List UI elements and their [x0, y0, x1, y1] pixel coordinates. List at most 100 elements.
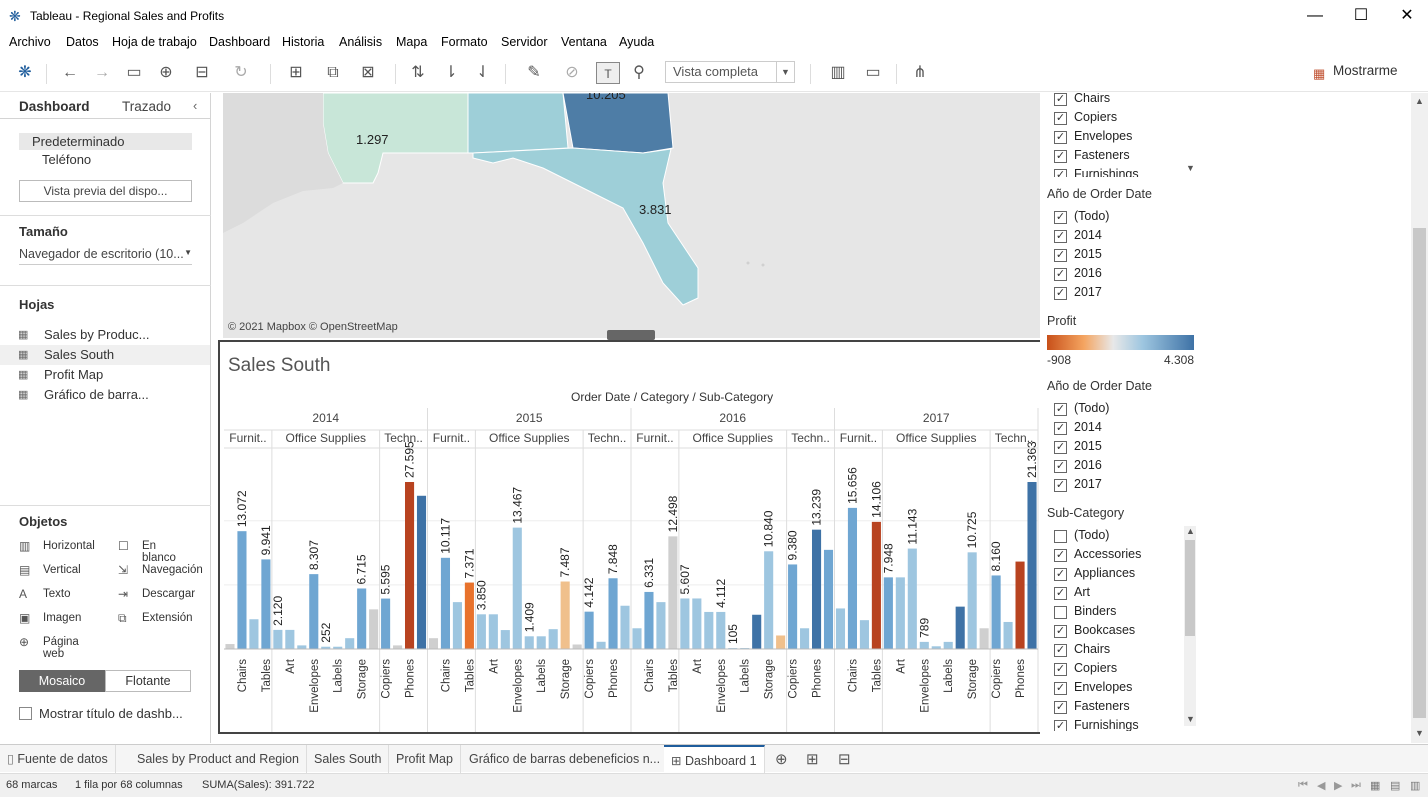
list-view-icon[interactable]: ▤ [1390, 780, 1401, 792]
filter-checkbox[interactable]: ✓ [1054, 287, 1067, 300]
filter-checkbox[interactable]: ✓ [1054, 422, 1067, 435]
floating-button[interactable]: Flotante [105, 670, 191, 692]
presentation-icon[interactable]: ▭ [865, 64, 881, 81]
undo-icon[interactable]: ← [62, 64, 78, 81]
menu-analisis[interactable]: Análisis [339, 35, 383, 49]
filter-checkbox[interactable]: ✓ [1054, 268, 1067, 281]
filmstrip-view-icon[interactable]: ▥ [1410, 780, 1421, 792]
filter-checkbox[interactable] [1054, 606, 1067, 619]
filter-checkbox[interactable]: ✓ [1054, 249, 1067, 262]
profit-map[interactable]: 1.297 3.831 10.205 © 2021 Mapbox © OpenS… [223, 93, 1049, 338]
filter-checkbox[interactable]: ✓ [1054, 587, 1067, 600]
menu-datos[interactable]: Datos [66, 35, 99, 49]
new-sheet-icon[interactable]: ⊞ [289, 64, 303, 81]
maximize-button[interactable]: ☐ [1353, 7, 1369, 24]
filter-checkbox[interactable]: ✓ [1054, 568, 1067, 581]
duplicate-icon[interactable]: ⧉ [327, 64, 339, 81]
new-dashboard-icon[interactable]: ⊞ [806, 751, 819, 768]
scroll-down-icon[interactable]: ▼ [1186, 163, 1195, 173]
sheet-item[interactable]: ▦ Profit Map [0, 365, 210, 385]
scroll-up-icon[interactable]: ▲ [1186, 526, 1195, 536]
menu-servidor[interactable]: Servidor [501, 35, 548, 49]
save-icon[interactable]: ▭ [126, 64, 142, 81]
tiled-button[interactable]: Mosaico [19, 670, 105, 692]
tab-sheet[interactable]: Profit Map [389, 745, 461, 773]
subcategory-scrollbar[interactable]: ▲ ▼ [1184, 526, 1196, 726]
new-datasource-icon[interactable]: ⊕ [159, 64, 173, 81]
filter-checkbox[interactable] [1054, 530, 1067, 543]
filter-checkbox[interactable]: ✓ [1054, 150, 1067, 163]
redo-icon[interactable]: → [94, 64, 110, 81]
tableau-home-icon[interactable]: ❋ [18, 64, 32, 81]
filter-checkbox[interactable]: ✓ [1054, 211, 1067, 224]
new-worksheet-icon[interactable]: ⊕ [775, 751, 788, 768]
menu-hoja[interactable]: Hoja de trabajo [112, 35, 197, 49]
filter-checkbox[interactable]: ✓ [1054, 93, 1067, 106]
scrollbar-thumb[interactable] [1413, 228, 1426, 718]
sales-south-chart[interactable]: Sales South Order Date / Category / Sub-… [218, 340, 1045, 734]
swap-icon[interactable]: ⇅ [411, 64, 425, 81]
show-title-checkbox[interactable] [19, 707, 32, 720]
tab-layout[interactable]: Trazado [122, 99, 172, 114]
sort-asc-icon[interactable]: ⇂ [444, 64, 458, 81]
first-page-icon[interactable]: ⏮ [1298, 779, 1308, 791]
menu-archivo[interactable]: Archivo [9, 35, 51, 49]
labels-icon[interactable]: T [596, 62, 620, 84]
sheet-item[interactable]: ▦ Sales by Produc... [0, 325, 210, 345]
filter-checkbox[interactable]: ✓ [1054, 625, 1067, 638]
pin-icon[interactable]: ⚲ [633, 64, 645, 81]
filter-checkbox[interactable]: ✓ [1054, 701, 1067, 714]
filter-checkbox[interactable]: ✓ [1054, 663, 1067, 676]
group-icon[interactable]: ⊘ [565, 64, 579, 81]
tab-dashboard[interactable]: Dashboard [19, 99, 90, 114]
sheet-item[interactable]: ▦ Sales South [0, 345, 210, 365]
menu-ventana[interactable]: Ventana [561, 35, 607, 49]
device-default[interactable] [19, 133, 192, 150]
show-cards-icon[interactable]: ▥ [830, 64, 846, 81]
tab-dashboard-active[interactable]: ⊞ Dashboard 1 [664, 745, 765, 773]
last-page-icon[interactable]: ⏭ [1351, 779, 1361, 791]
menu-dashboard[interactable]: Dashboard [209, 35, 271, 49]
close-window-button[interactable]: ✕ [1400, 7, 1414, 24]
device-preview-button[interactable]: Vista previa del dispo... [19, 180, 192, 202]
show-me-button[interactable]: Mostrarme [1333, 63, 1398, 78]
menu-formato[interactable]: Formato [441, 35, 488, 49]
view-select[interactable]: Vista completa ▼ [665, 61, 795, 83]
clear-sheet-icon[interactable]: ⊠ [361, 64, 375, 81]
filter-checkbox[interactable]: ✓ [1054, 644, 1067, 657]
prev-page-icon[interactable]: ◀ [1317, 780, 1326, 792]
next-page-icon[interactable]: ▶ [1334, 780, 1343, 792]
filter-checkbox[interactable]: ✓ [1054, 112, 1067, 125]
page-scrollbar[interactable]: ▲ ▼ [1411, 93, 1428, 743]
tab-sheet[interactable]: Gráfico de barras debeneficios n... [462, 745, 669, 773]
filter-checkbox[interactable]: ✓ [1054, 720, 1067, 731]
menu-ayuda[interactable]: Ayuda [619, 35, 655, 49]
size-select[interactable]: Navegador de escritorio (10... ▼ [19, 247, 192, 265]
refresh-icon[interactable]: ↻ [234, 64, 248, 81]
filter-checkbox[interactable]: ✓ [1054, 403, 1067, 416]
grid-view-icon[interactable]: ▦ [1370, 780, 1381, 792]
filter-checkbox[interactable]: ✓ [1054, 479, 1067, 492]
filter-checkbox[interactable]: ✓ [1054, 549, 1067, 562]
filter-checkbox[interactable]: ✓ [1054, 682, 1067, 695]
menu-mapa[interactable]: Mapa [396, 35, 428, 49]
scrollbar-thumb[interactable] [1185, 540, 1195, 636]
filter-checkbox[interactable]: ✓ [1054, 131, 1067, 144]
filter-checkbox[interactable]: ✓ [1054, 230, 1067, 243]
resize-handle[interactable] [607, 330, 655, 340]
highlight-icon[interactable]: ✎ [527, 64, 541, 81]
filter-checkbox[interactable]: ✓ [1054, 169, 1067, 177]
scroll-down-icon[interactable]: ▼ [1186, 714, 1195, 724]
tab-sheet[interactable]: Sales by Product and Region [130, 745, 307, 773]
sheet-item[interactable]: ▦ Gráfico de barra... [0, 385, 210, 405]
new-story-icon[interactable]: ⊟ [838, 751, 851, 768]
pause-updates-icon[interactable]: ⊟ [195, 64, 209, 81]
filter-checkbox[interactable]: ✓ [1054, 460, 1067, 473]
device-phone[interactable]: Teléfono [42, 152, 92, 167]
tab-sheet[interactable]: Sales South [307, 745, 390, 773]
menu-historia[interactable]: Historia [282, 35, 325, 49]
scroll-down-icon[interactable]: ▼ [1415, 728, 1424, 738]
tab-data-source[interactable]: ▯ Fuente de datos [0, 745, 116, 773]
filter-checkbox[interactable]: ✓ [1054, 441, 1067, 454]
collapse-panel-icon[interactable]: ‹ [193, 98, 198, 113]
